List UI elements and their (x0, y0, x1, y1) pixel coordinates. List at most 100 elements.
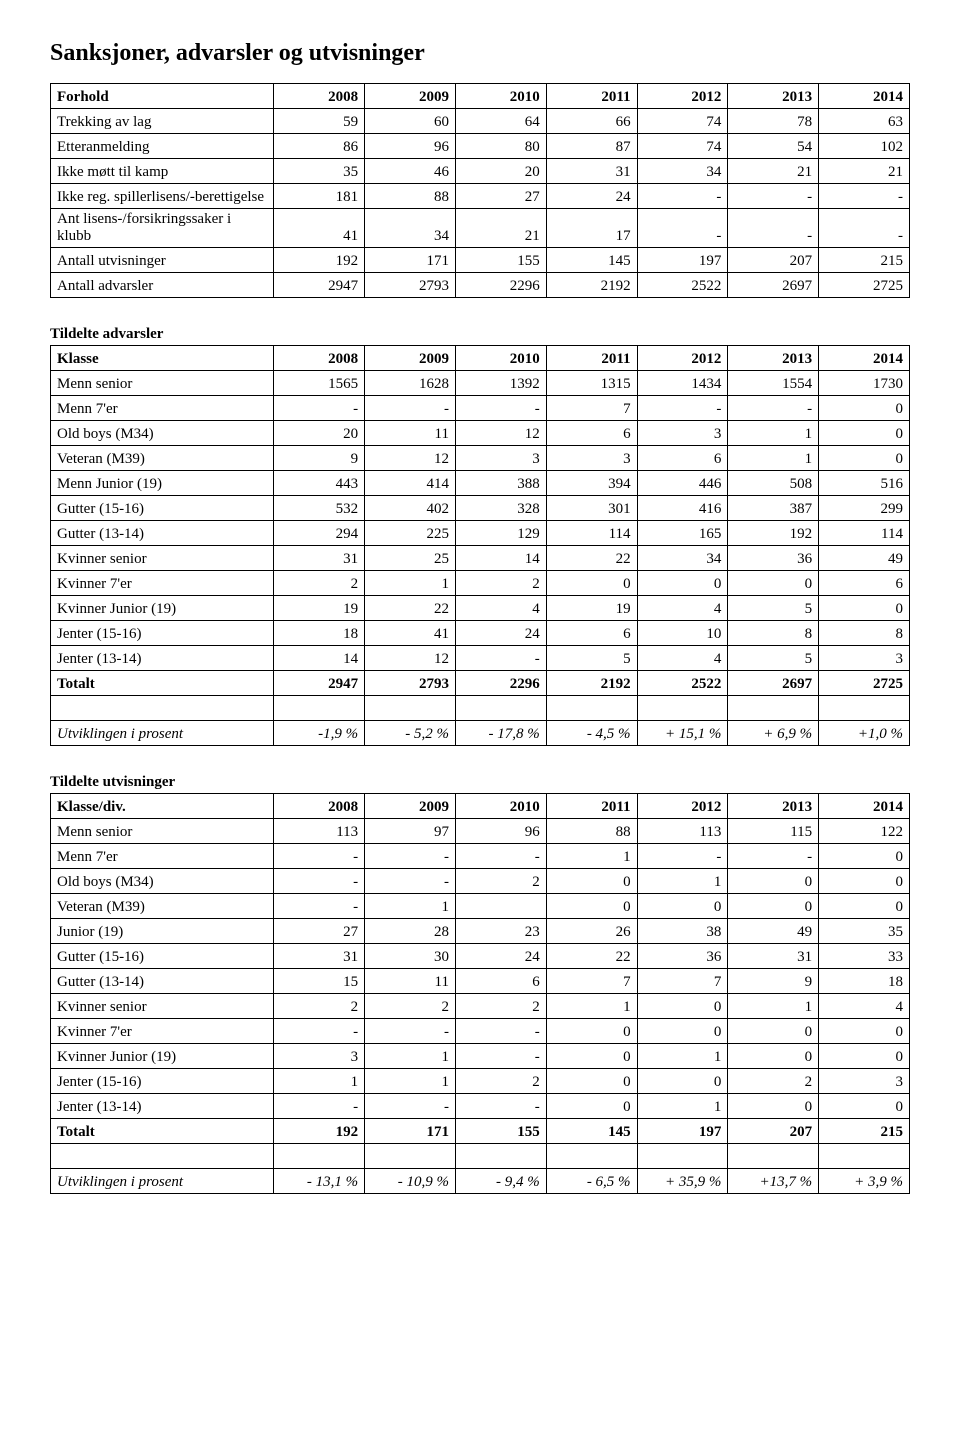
row-value: 1628 (365, 371, 456, 396)
row-value: 20 (455, 159, 546, 184)
table-header-row: Klasse 2008 2009 2010 2011 2012 2013 201… (51, 346, 910, 371)
row-value: 0 (728, 1019, 819, 1044)
table-advarsler: Klasse 2008 2009 2010 2011 2012 2013 201… (50, 345, 910, 746)
row-value: 59 (274, 109, 365, 134)
row-value: 2 (455, 869, 546, 894)
table-row: Totalt2947279322962192252226972725 (51, 671, 910, 696)
row-value: 2192 (546, 671, 637, 696)
row-value: 54 (728, 134, 819, 159)
row-value: 192 (274, 1119, 365, 1144)
col-header: 2010 (455, 84, 546, 109)
col-header: 2009 (365, 346, 456, 371)
row-value: 102 (819, 134, 910, 159)
row-value: 18 (819, 969, 910, 994)
row-value: 1 (728, 446, 819, 471)
table-row (51, 1144, 910, 1169)
row-value: 215 (819, 1119, 910, 1144)
row-value: 1 (637, 1094, 728, 1119)
row-value: 12 (365, 446, 456, 471)
row-value: 3 (546, 446, 637, 471)
table-row: Utviklingen i prosent- 13,1 %- 10,9 %- 9… (51, 1169, 910, 1194)
row-value: 8 (728, 621, 819, 646)
row-label: Etteranmelding (51, 134, 274, 159)
row-value: 299 (819, 496, 910, 521)
row-value: 394 (546, 471, 637, 496)
row-value: 155 (455, 1119, 546, 1144)
row-value: 388 (455, 471, 546, 496)
row-value: 0 (637, 1019, 728, 1044)
row-label: Junior (19) (51, 919, 274, 944)
row-value: 2 (455, 994, 546, 1019)
row-value: 74 (637, 134, 728, 159)
row-value: 0 (728, 1044, 819, 1069)
row-label: Ikke reg. spillerlisens/-berettigelse (51, 184, 274, 209)
row-value: - 6,5 % (546, 1169, 637, 1194)
row-value: 129 (455, 521, 546, 546)
col-header: 2014 (819, 346, 910, 371)
row-value: 294 (274, 521, 365, 546)
row-value: 7 (637, 969, 728, 994)
row-value: - (365, 1019, 456, 1044)
section-title-utvisninger: Tildelte utvisninger (50, 774, 910, 791)
row-value: - 4,5 % (546, 721, 637, 746)
row-value: 14 (274, 646, 365, 671)
row-label: Menn Junior (19) (51, 471, 274, 496)
row-value: 21 (728, 159, 819, 184)
table-row (51, 696, 910, 721)
row-value: - 13,1 % (274, 1169, 365, 1194)
row-value: - (274, 894, 365, 919)
row-value (819, 696, 910, 721)
row-value: 446 (637, 471, 728, 496)
table-row: Menn 7'er---7--0 (51, 396, 910, 421)
row-value: 2 (455, 1069, 546, 1094)
row-value: 0 (819, 844, 910, 869)
row-value: - (455, 844, 546, 869)
row-value: 88 (365, 184, 456, 209)
row-value: 74 (637, 109, 728, 134)
col-header: 2011 (546, 794, 637, 819)
row-value: 402 (365, 496, 456, 521)
row-value: 1554 (728, 371, 819, 396)
row-value: 0 (728, 571, 819, 596)
row-value (546, 696, 637, 721)
row-value: 113 (637, 819, 728, 844)
row-value (365, 1144, 456, 1169)
row-value: 181 (274, 184, 365, 209)
section-title-advarsler: Tildelte advarsler (50, 326, 910, 343)
row-value: +1,0 % (819, 721, 910, 746)
row-value: 114 (546, 521, 637, 546)
row-value: 1 (728, 421, 819, 446)
row-value (728, 1144, 819, 1169)
row-label: Utviklingen i prosent (51, 1169, 274, 1194)
col-header: Klasse (51, 346, 274, 371)
row-value: 3 (455, 446, 546, 471)
row-value: 35 (819, 919, 910, 944)
row-value: - (274, 1094, 365, 1119)
row-value (455, 894, 546, 919)
row-value: 192 (728, 521, 819, 546)
table-row: Gutter (13-14)294225129114165192114 (51, 521, 910, 546)
row-value: 19 (546, 596, 637, 621)
row-value: 225 (365, 521, 456, 546)
row-value (637, 1144, 728, 1169)
table-row: Jenter (15-16)18412461088 (51, 621, 910, 646)
row-value: 0 (546, 1044, 637, 1069)
row-value: 49 (728, 919, 819, 944)
row-value: 0 (546, 869, 637, 894)
row-value: 301 (546, 496, 637, 521)
row-value: 0 (819, 894, 910, 919)
row-value: 7 (546, 396, 637, 421)
col-header: 2008 (274, 794, 365, 819)
row-value: 34 (637, 159, 728, 184)
row-value: 20 (274, 421, 365, 446)
row-value: - (728, 209, 819, 248)
table-header-row: Forhold 2008 2009 2010 2011 2012 2013 20… (51, 84, 910, 109)
row-value: 88 (546, 819, 637, 844)
row-value: 38 (637, 919, 728, 944)
row-label: Jenter (13-14) (51, 1094, 274, 1119)
table-row: Kvinner Junior (19)1922419450 (51, 596, 910, 621)
row-value: 9 (728, 969, 819, 994)
row-value: 2697 (728, 273, 819, 298)
row-value: 12 (365, 646, 456, 671)
row-value: 443 (274, 471, 365, 496)
